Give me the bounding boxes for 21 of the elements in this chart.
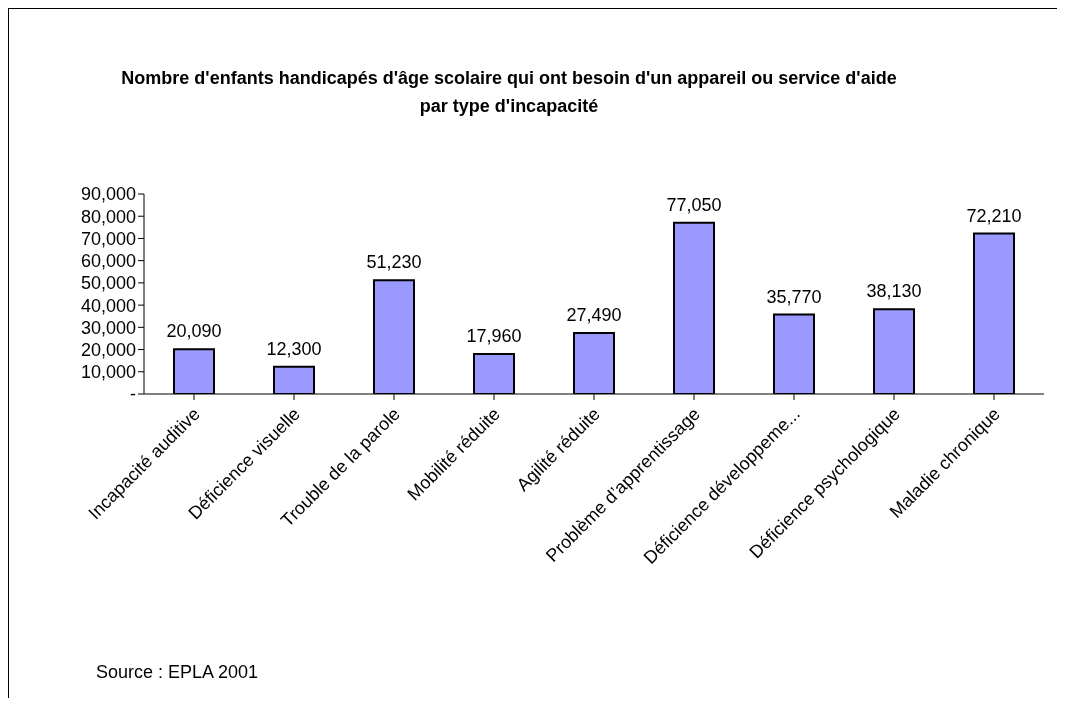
y-tick-label: 80,000 (80, 206, 136, 227)
y-tick-label: 10,000 (80, 362, 136, 383)
data-label: 17,960 (466, 326, 522, 347)
source-note: Source : EPLA 2001 (96, 662, 259, 683)
data-label: 72,210 (966, 205, 1022, 226)
y-tick-label: 20,000 (80, 339, 136, 360)
data-label: 38,130 (866, 281, 922, 302)
chart-title: Nombre d'enfants handicapés d'âge scolaire qui ont besoin d'un appareil ou service d'aide par type d'incapacité (120, 67, 898, 118)
data-label: 12,300 (266, 338, 322, 359)
y-tick-label: 60,000 (80, 251, 136, 272)
y-tick-label: 30,000 (80, 317, 136, 338)
y-tick-label: 50,000 (80, 273, 136, 294)
data-label: 35,770 (766, 286, 822, 307)
y-tick-label: 40,000 (80, 295, 136, 316)
data-label: 77,050 (666, 194, 722, 215)
y-tick-label: 90,000 (80, 184, 136, 205)
data-label: 20,090 (166, 321, 222, 342)
y-tick-label: - (130, 384, 136, 405)
y-tick-label: 70,000 (80, 228, 136, 249)
data-label: 27,490 (566, 304, 622, 325)
data-label: 51,230 (366, 252, 422, 273)
